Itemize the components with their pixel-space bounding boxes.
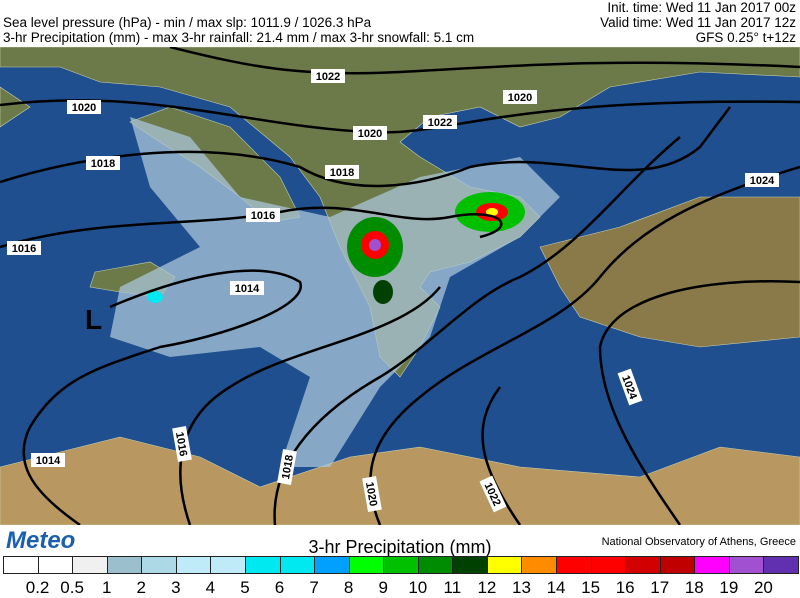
legend-swatch (141, 556, 177, 574)
precipitation (110, 117, 560, 467)
credit: National Observatory of Athens, Greece (601, 536, 796, 548)
legend-tick: 9 (378, 578, 388, 597)
legend-swatch (37, 556, 74, 574)
legend-swatch (106, 556, 143, 574)
legend-swatch (314, 556, 350, 574)
legend-swatch (521, 556, 558, 574)
svg-text:1014: 1014 (235, 283, 260, 295)
legend-swatch (348, 556, 385, 574)
svg-text:1018: 1018 (91, 158, 115, 170)
legend-tick: 13 (512, 578, 531, 597)
svg-text:1020: 1020 (363, 481, 379, 507)
legend-swatch (383, 556, 419, 574)
svg-text:1020: 1020 (358, 128, 382, 140)
legend-tick: 8 (343, 578, 354, 597)
legend-tick: 17 (650, 578, 670, 597)
legend-title: 3-hr Precipitation (mm) (308, 537, 492, 557)
svg-text:1022: 1022 (428, 117, 452, 129)
legend-swatch (694, 556, 730, 574)
legend-tick: 20 (753, 578, 773, 597)
legend-swatch (210, 556, 246, 574)
legend-tick: 10 (408, 578, 428, 597)
legend-swatch (486, 556, 523, 574)
low-pressure-marker: L (85, 304, 102, 335)
legend-tick: 11 (443, 578, 462, 597)
legend-swatch (659, 556, 696, 574)
svg-text:1022: 1022 (316, 71, 340, 83)
legend-tick: 5 (240, 578, 250, 597)
legend-swatch (625, 556, 661, 574)
title-precip: 3-hr Precipitation (mm) - max 3-hr rainf… (3, 30, 475, 45)
meteo-logo: Meteo (6, 527, 76, 554)
legend-tick: 19 (719, 578, 739, 597)
svg-text:1014: 1014 (36, 455, 61, 467)
weather-map: 1022 1020 1020 1020 1018 1018 1016 1016 … (0, 47, 800, 525)
model-info: GFS 0.25° t+12z (695, 30, 796, 45)
isobar-labels: 1022 1020 1020 1020 1018 1018 1016 1016 … (7, 69, 779, 513)
legend-tick: 0.5 (60, 578, 84, 597)
legend-tick: 16 (615, 578, 635, 597)
valid-time: Valid time: Wed 11 Jan 2017 12z (600, 15, 796, 30)
legend-swatch (279, 556, 316, 574)
legend-swatch (417, 556, 454, 574)
legend-tick: 1 (101, 578, 112, 597)
svg-text:1016: 1016 (173, 431, 189, 457)
svg-text:1016: 1016 (12, 243, 36, 255)
legend-swatch (244, 556, 281, 574)
legend-tick: 12 (477, 578, 497, 597)
svg-text:1020: 1020 (508, 92, 532, 104)
legend-tick: 2 (136, 578, 146, 597)
legend-tick: 14 (546, 578, 566, 597)
legend-tick: 15 (581, 578, 601, 597)
legend-tick: 6 (274, 578, 285, 597)
legend-swatch (590, 556, 627, 574)
svg-text:1018: 1018 (330, 167, 354, 179)
legend-swatch (3, 556, 39, 574)
legend-swatch (72, 556, 108, 574)
legend-tick: 18 (684, 578, 704, 597)
legend-tick: 7 (309, 578, 319, 597)
legend-tick: 4 (205, 578, 216, 597)
legend-tick: 0.2 (25, 578, 50, 597)
legend-tick: 3 (171, 578, 181, 597)
svg-text:1016: 1016 (251, 210, 275, 222)
legend-swatch (556, 556, 592, 574)
legend-swatch (763, 556, 799, 574)
init-time: Init. time: Wed 11 Jan 2017 00z (607, 0, 796, 15)
svg-text:1018: 1018 (280, 454, 296, 480)
svg-text:1020: 1020 (72, 102, 96, 114)
legend-swatch (452, 556, 488, 574)
svg-text:1024: 1024 (750, 175, 775, 187)
isobars (0, 47, 800, 525)
title-slp: Sea level pressure (hPa) - min / max slp… (3, 15, 372, 30)
legend-swatch (175, 556, 212, 574)
legend-swatch (728, 556, 765, 574)
